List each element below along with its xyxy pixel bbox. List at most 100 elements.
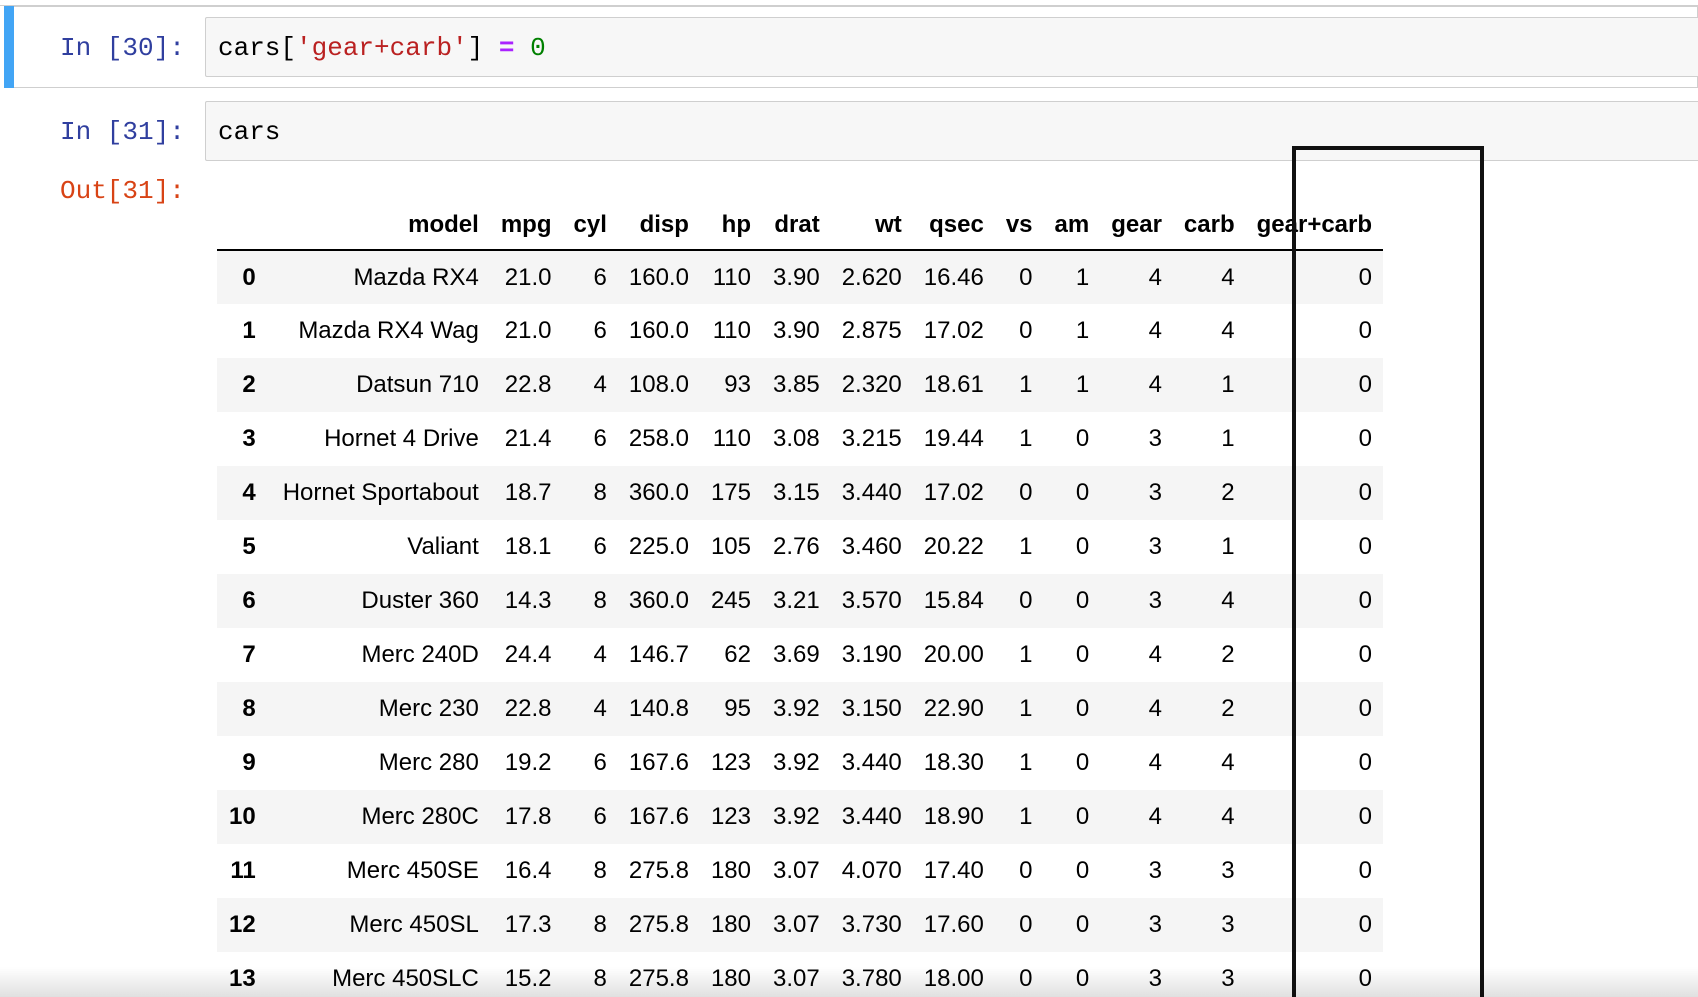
column-header: disp xyxy=(617,200,700,251)
row-index: 0 xyxy=(242,263,256,291)
table-cell: 3 xyxy=(1221,857,1235,884)
table-row: 1 Mazda RX4 Wag 21.0 6 160.0 110 3.90 2.875 17.0… xyxy=(217,304,1384,358)
table-cell: 2.76 xyxy=(772,533,820,560)
table-row: 11 Merc 450SE 16.4 8 275.8 180 3.07 4.070 17.40 0… xyxy=(217,844,1384,898)
table-cell: 17.60 xyxy=(923,911,984,938)
code-text-30[interactable]: cars['gear+carb'] = 0 xyxy=(218,33,546,63)
table-cell: 8 xyxy=(593,911,607,938)
table-cell: 0 xyxy=(1019,911,1033,938)
table-cell: 167.6 xyxy=(628,749,689,776)
code-text-31[interactable]: cars xyxy=(218,117,281,147)
table-cell: 16.4 xyxy=(504,857,552,884)
table-cell: 62 xyxy=(724,641,751,668)
selected-cell-indicator xyxy=(4,6,14,88)
table-cell: 4 xyxy=(1148,371,1162,398)
input-prompt-30: In [30]: xyxy=(60,33,185,63)
dataframe-body: 0 Mazda RX4 21.0 6 160.0 110 3.90 2.620 16.46 0 1 4… xyxy=(217,250,1384,997)
table-cell: 160.0 xyxy=(628,317,689,344)
table-cell: 4 xyxy=(1148,317,1162,344)
column-header: vs xyxy=(994,200,1044,251)
table-cell: 17.02 xyxy=(923,317,984,344)
notebook-top-border xyxy=(0,5,1698,6)
row-index: 4 xyxy=(242,479,256,506)
table-cell: Hornet Sportabout xyxy=(282,479,479,506)
table-cell: 18.61 xyxy=(923,371,984,398)
code-variable: cars[ xyxy=(218,33,297,63)
table-cell: 4 xyxy=(1148,749,1162,776)
table-cell: 1 xyxy=(1019,803,1033,830)
row-index: 10 xyxy=(229,803,256,830)
table-cell: Merc 240D xyxy=(361,641,479,668)
table-cell: Datsun 710 xyxy=(356,371,479,398)
row-index: 5 xyxy=(242,533,256,560)
table-cell: 0 xyxy=(1358,425,1373,452)
table-cell: 0 xyxy=(1075,965,1090,992)
table-cell: 0 xyxy=(1075,425,1090,452)
index-header xyxy=(217,200,272,251)
table-cell: 0 xyxy=(1019,479,1033,506)
table-cell: 6 xyxy=(593,533,607,560)
table-cell: 3.440 xyxy=(841,803,902,830)
table-cell: 0 xyxy=(1358,803,1373,830)
table-cell: 0 xyxy=(1019,263,1033,291)
table-row: 2 Datsun 710 22.8 4 108.0 93 3.85 2.320 18.61 1 1 4… xyxy=(217,358,1384,412)
table-cell: 167.6 xyxy=(628,803,689,830)
table-cell: 1 xyxy=(1221,533,1235,560)
table-cell: 22.90 xyxy=(923,695,984,722)
table-cell: 0 xyxy=(1075,641,1090,668)
table-cell: 225.0 xyxy=(628,533,689,560)
table-cell: 4 xyxy=(1148,641,1162,668)
table-cell: 17.8 xyxy=(504,803,552,830)
table-row: 13 Merc 450SLC 15.2 8 275.8 180 3.07 3.780 18.00… xyxy=(217,952,1384,997)
column-header: cyl xyxy=(562,200,618,251)
row-index: 8 xyxy=(242,695,256,722)
code-input-31[interactable] xyxy=(205,101,1698,161)
table-cell: 3.92 xyxy=(772,803,820,830)
table-cell: 360.0 xyxy=(628,587,689,614)
table-cell: 16.46 xyxy=(923,263,984,291)
table-cell: 245 xyxy=(710,587,751,614)
table-cell: 6 xyxy=(593,317,607,344)
table-cell: Merc 450SLC xyxy=(332,965,479,992)
table-cell: Valiant xyxy=(407,533,479,560)
table-cell: 0 xyxy=(1075,911,1090,938)
table-cell: Mazda RX4 Wag xyxy=(298,317,479,344)
table-cell: 8 xyxy=(593,857,607,884)
table-cell: 0 xyxy=(1358,965,1373,992)
table-row: 7 Merc 240D 24.4 4 146.7 62 3.69 3.190 20.00 1 0 4 2… xyxy=(217,628,1384,682)
table-cell: 3.07 xyxy=(772,911,820,938)
table-cell: 4 xyxy=(1148,695,1162,722)
table-cell: Merc 230 xyxy=(378,695,479,722)
table-cell: 123 xyxy=(710,749,751,776)
dataframe-header-row: model mpg cyl disp hp drat wt qsec vs am gear carb g… xyxy=(217,200,1384,251)
table-cell: 18.00 xyxy=(923,965,984,992)
row-index: 12 xyxy=(229,911,256,938)
table-cell: Merc 280C xyxy=(361,803,479,830)
table-cell: 0 xyxy=(1019,965,1033,992)
table-cell: 275.8 xyxy=(628,965,689,992)
table-cell: 4 xyxy=(1221,803,1235,830)
table-cell: 2.620 xyxy=(841,263,902,291)
table-cell: 3.21 xyxy=(772,587,820,614)
table-cell: 18.7 xyxy=(504,479,552,506)
column-header: hp xyxy=(699,200,762,251)
code-number-literal: 0 xyxy=(530,33,546,63)
table-cell: 0 xyxy=(1075,695,1090,722)
table-row: 8 Merc 230 22.8 4 140.8 95 3.92 3.150 22.90 1 0 4 2 0 xyxy=(217,682,1384,736)
table-cell: Merc 450SE xyxy=(346,857,479,884)
table-cell: 3 xyxy=(1148,911,1162,938)
row-index: 9 xyxy=(242,749,256,776)
table-cell: 1 xyxy=(1019,425,1033,452)
table-cell: 3.440 xyxy=(841,479,902,506)
table-cell: 3.90 xyxy=(772,263,820,291)
table-cell: 275.8 xyxy=(628,911,689,938)
table-cell: 6 xyxy=(593,263,607,291)
table-cell: 0 xyxy=(1358,317,1373,344)
table-cell: 0 xyxy=(1358,263,1373,291)
table-cell: 3.07 xyxy=(772,857,820,884)
table-cell: 3.215 xyxy=(841,425,902,452)
table-cell: 1 xyxy=(1075,371,1090,398)
table-cell: 2 xyxy=(1221,641,1235,668)
code-input-30[interactable] xyxy=(205,17,1698,77)
